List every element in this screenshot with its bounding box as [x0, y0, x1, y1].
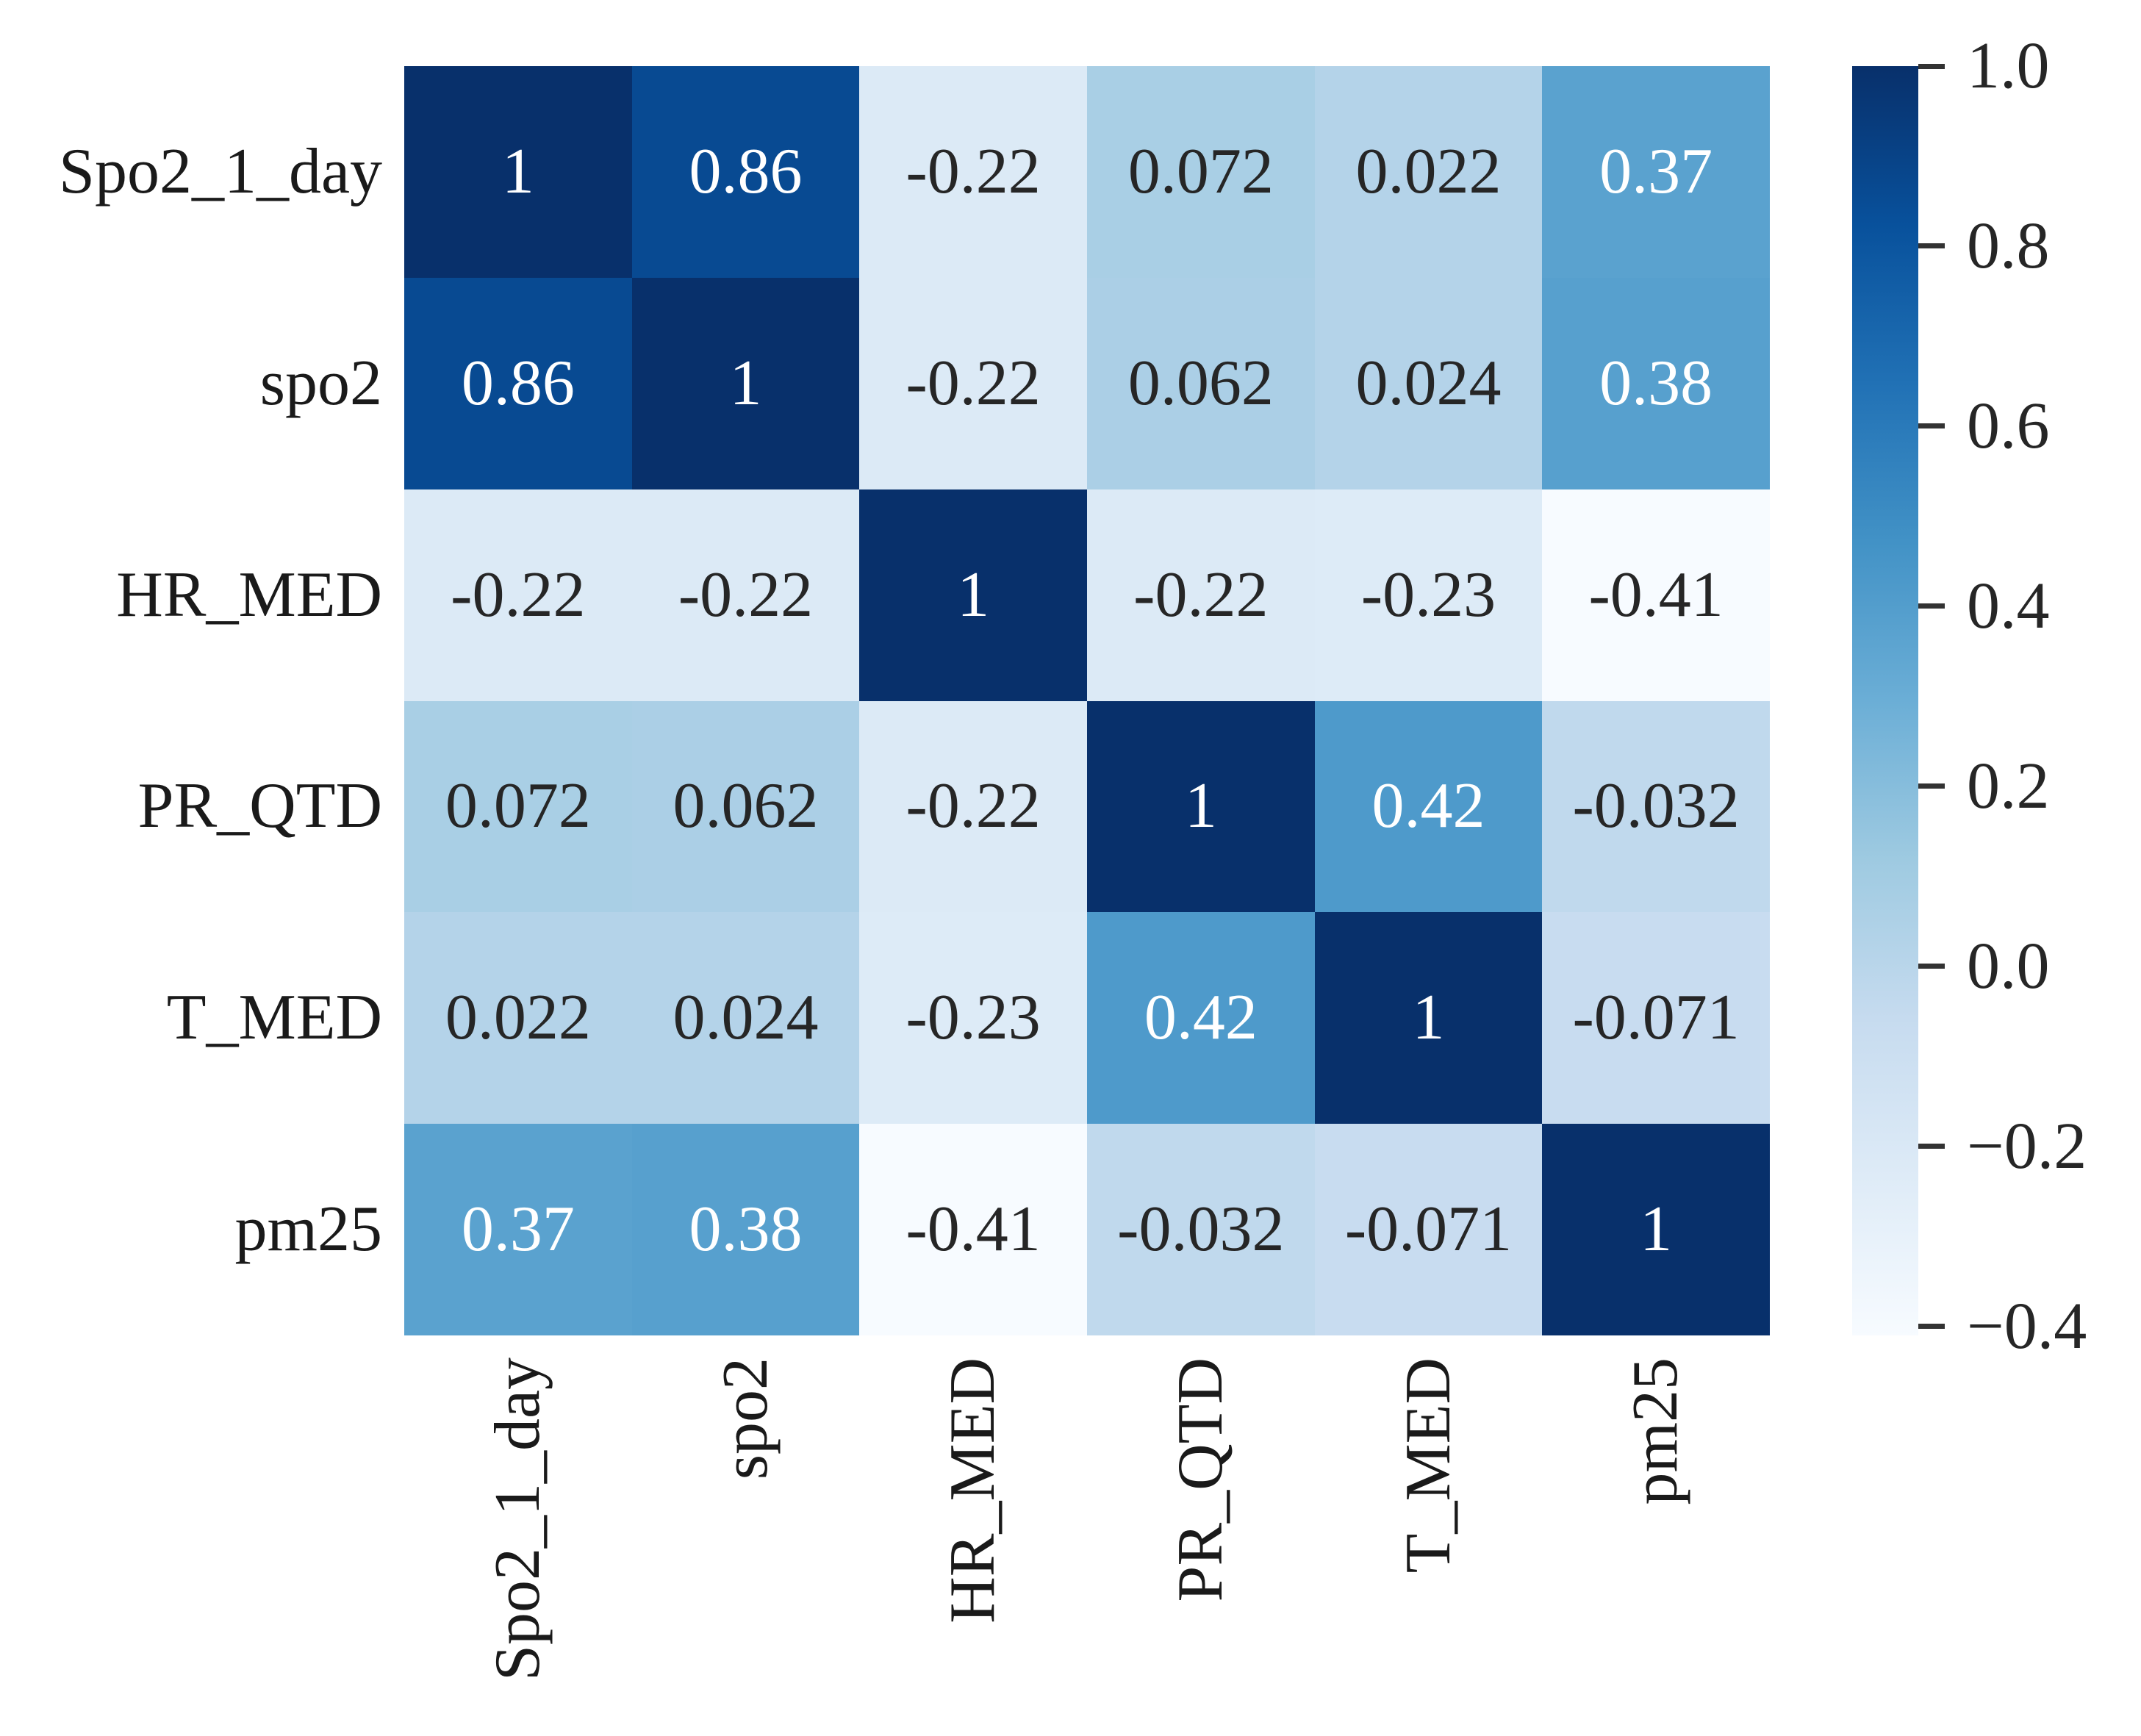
colorbar-tick-mark: [1918, 964, 1945, 969]
heatmap-cell-HR_MED-spo2: -0.22: [631, 489, 860, 701]
x-tick-label-pm25: pm25: [1620, 1357, 1692, 1505]
colorbar-tick-label: 0.4: [1967, 569, 2050, 642]
colorbar-gradient: [1852, 66, 1918, 1335]
colorbar-tick-mark: [1918, 603, 1945, 609]
y-tick-label-Spo2_1_day: Spo2_1_day: [59, 135, 382, 207]
heatmap-cell-T_MED-PR_QTD: 0.42: [1086, 912, 1315, 1125]
heatmap-cell-pm25-pm25: 1: [1542, 1124, 1770, 1335]
heatmap-cell-Spo2_1_day-pm25: 0.37: [1542, 66, 1770, 278]
heatmap-cell-PR_QTD-pm25: -0.032: [1542, 700, 1770, 913]
heatmap-cell-spo2-pm25: 0.38: [1542, 277, 1770, 489]
heatmap-cell-HR_MED-Spo2_1_day: -0.22: [404, 489, 632, 701]
heatmap-cell-spo2-Spo2_1_day: 0.86: [404, 277, 632, 489]
colorbar-tick-label: 0.0: [1967, 929, 2050, 1002]
heatmap-cell-spo2-spo2: 1: [631, 277, 860, 489]
heatmap-cell-pm25-Spo2_1_day: 0.37: [404, 1124, 632, 1335]
y-tick-label-pm25: pm25: [234, 1194, 382, 1266]
heatmap-cell-PR_QTD-T_MED: 0.42: [1314, 700, 1543, 913]
colorbar-tick-label: 0.8: [1967, 209, 2050, 282]
heatmap-cell-HR_MED-T_MED: -0.23: [1314, 489, 1543, 701]
y-tick-label-HR_MED: HR_MED: [116, 559, 382, 631]
x-tick-label-PR_QTD: PR_QTD: [1164, 1357, 1236, 1602]
colorbar-tick-label: 1.0: [1967, 29, 2050, 102]
heatmap-cell-T_MED-HR_MED: -0.23: [859, 912, 1087, 1125]
colorbar-tick-mark: [1918, 423, 1945, 429]
heatmap-cell-pm25-T_MED: -0.071: [1314, 1124, 1543, 1335]
heatmap-cell-spo2-PR_QTD: 0.062: [1086, 277, 1315, 489]
heatmap-cell-PR_QTD-HR_MED: -0.22: [859, 700, 1087, 913]
x-tick-label-Spo2_1_day: Spo2_1_day: [481, 1357, 553, 1681]
y-tick-label-PR_QTD: PR_QTD: [137, 770, 383, 842]
heatmap-cell-HR_MED-PR_QTD: -0.22: [1086, 489, 1315, 701]
heatmap-grid: 1 0.86 -0.22 0.072 0.022 0.37 0.86 1 -0.22 0.062 0…: [404, 66, 1770, 1335]
heatmap-cell-HR_MED-pm25: -0.41: [1542, 489, 1770, 701]
x-tick-label-spo2: spo2: [709, 1357, 781, 1480]
colorbar-tick-label: −0.2: [1967, 1109, 2087, 1183]
x-tick-label-T_MED: T_MED: [1392, 1357, 1464, 1574]
heatmap-cell-HR_MED-HR_MED: 1: [859, 489, 1087, 701]
heatmap-cell-Spo2_1_day-HR_MED: -0.22: [859, 66, 1087, 278]
heatmap-cell-T_MED-Spo2_1_day: 0.022: [404, 912, 632, 1125]
heatmap-cell-Spo2_1_day-PR_QTD: 0.072: [1086, 66, 1315, 278]
heatmap-cell-spo2-T_MED: 0.024: [1314, 277, 1543, 489]
colorbar-tick-mark: [1918, 243, 1945, 249]
heatmap-cell-spo2-HR_MED: -0.22: [859, 277, 1087, 489]
colorbar-tick-mark: [1918, 63, 1945, 69]
colorbar-tick-mark: [1918, 1144, 1945, 1149]
heatmap-cell-PR_QTD-Spo2_1_day: 0.072: [404, 700, 632, 913]
heatmap-cell-pm25-spo2: 0.38: [631, 1124, 860, 1335]
heatmap-cell-Spo2_1_day-T_MED: 0.022: [1314, 66, 1543, 278]
colorbar-tick-label: 0.2: [1967, 749, 2050, 822]
colorbar-tick-label: −0.4: [1967, 1289, 2087, 1363]
y-tick-label-T_MED: T_MED: [166, 982, 382, 1054]
heatmap-cell-Spo2_1_day-Spo2_1_day: 1: [404, 66, 632, 278]
heatmap-cell-T_MED-pm25: -0.071: [1542, 912, 1770, 1125]
heatmap-cell-PR_QTD-spo2: 0.062: [631, 700, 860, 913]
heatmap-cell-pm25-HR_MED: -0.41: [859, 1124, 1087, 1335]
heatmap-cell-pm25-PR_QTD: -0.032: [1086, 1124, 1315, 1335]
y-tick-label-spo2: spo2: [259, 347, 382, 419]
colorbar-tick-mark: [1918, 783, 1945, 789]
x-tick-label-HR_MED: HR_MED: [937, 1357, 1009, 1624]
heatmap-cell-Spo2_1_day-spo2: 0.86: [631, 66, 860, 278]
heatmap-cell-PR_QTD-PR_QTD: 1: [1086, 700, 1315, 913]
heatmap-cell-T_MED-T_MED: 1: [1314, 912, 1543, 1125]
heatmap-cell-T_MED-spo2: 0.024: [631, 912, 860, 1125]
colorbar-tick-mark: [1918, 1324, 1945, 1330]
colorbar-tick-label: 0.6: [1967, 389, 2050, 462]
